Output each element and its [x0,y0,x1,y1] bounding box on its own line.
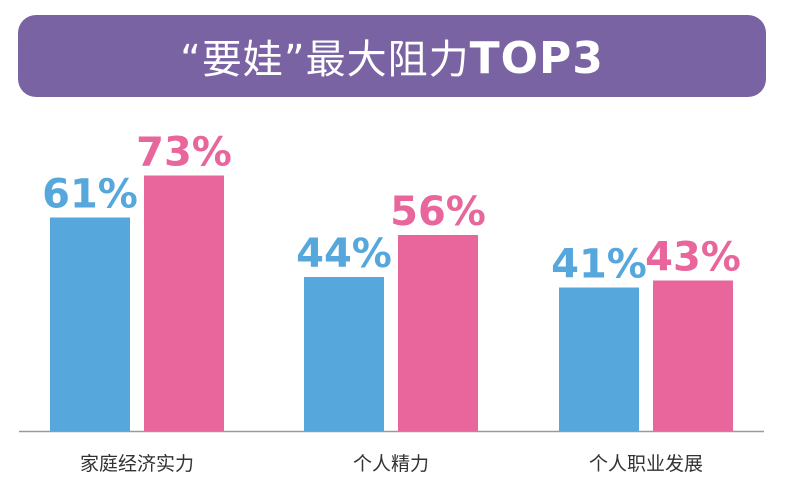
title-banner: “要娃”最大阻力TOP3 [18,15,766,97]
bar-1-2 [144,175,224,431]
category-label-2: 个人精力 [353,453,429,475]
bar-3-1 [559,287,639,431]
category-label-3: 个人职业发展 [589,453,703,475]
data-label-2-2: 56% [390,189,486,235]
chart-title: “要娃”最大阻力TOP3 [180,27,604,85]
data-label-1-1: 61% [42,172,138,218]
bar-3-2 [653,280,733,431]
bar-2-1 [304,277,384,431]
category-label-1: 家庭经济实力 [80,453,194,475]
data-label-3-2: 43% [645,235,741,281]
data-label-3-1: 41% [551,242,647,288]
bar-2-2 [398,235,478,431]
data-label-1-2: 73% [136,130,232,176]
bar-1-1 [50,217,130,431]
chart-title-prefix: “要娃”最大阻力 [180,37,470,83]
chart-title-emphasis: TOP3 [469,33,604,84]
data-label-2-1: 44% [296,231,392,277]
